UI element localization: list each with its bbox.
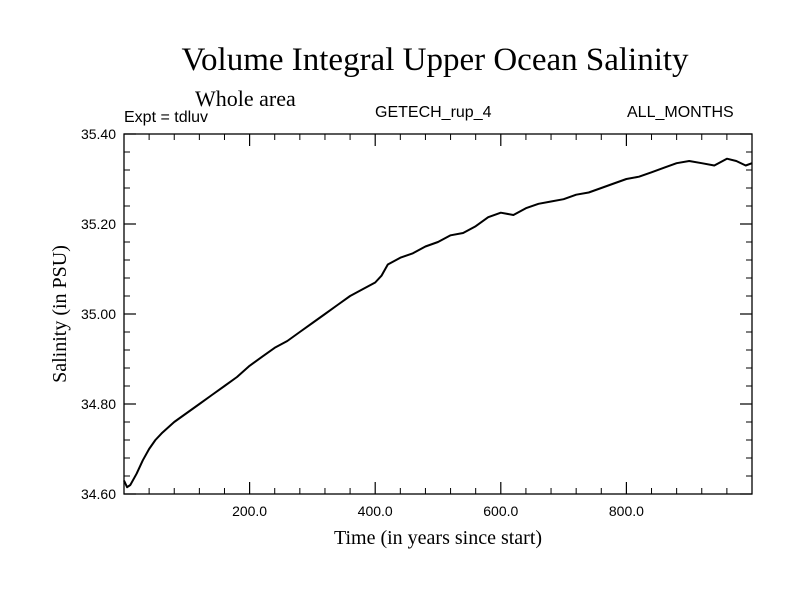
- model-label: GETECH_rup_4: [375, 104, 492, 121]
- y-axis-title: Salinity (in PSU): [49, 245, 71, 383]
- plot-frame: [123, 133, 753, 495]
- chart-title: Volume Integral Upper Ocean Salinity: [181, 42, 689, 78]
- x-tick-label: 400.0: [358, 503, 393, 519]
- y-tick-label: 35.40: [81, 126, 116, 142]
- x-axis-title: Time (in years since start): [334, 527, 542, 549]
- y-tick-label: 34.60: [81, 486, 116, 502]
- x-tick-label: 600.0: [483, 503, 518, 519]
- y-tick-label: 34.80: [81, 396, 116, 412]
- y-tick-label: 35.00: [81, 306, 116, 322]
- experiment-label: Expt = tdluv: [124, 109, 209, 126]
- x-tick-label: 800.0: [609, 503, 644, 519]
- chart-subtitle: Whole area: [195, 86, 296, 111]
- months-label: ALL_MONTHS: [627, 104, 734, 121]
- salinity-series-line: [123, 157, 753, 489]
- x-tick-label: 200.0: [232, 503, 267, 519]
- y-tick-label: 35.20: [81, 216, 116, 232]
